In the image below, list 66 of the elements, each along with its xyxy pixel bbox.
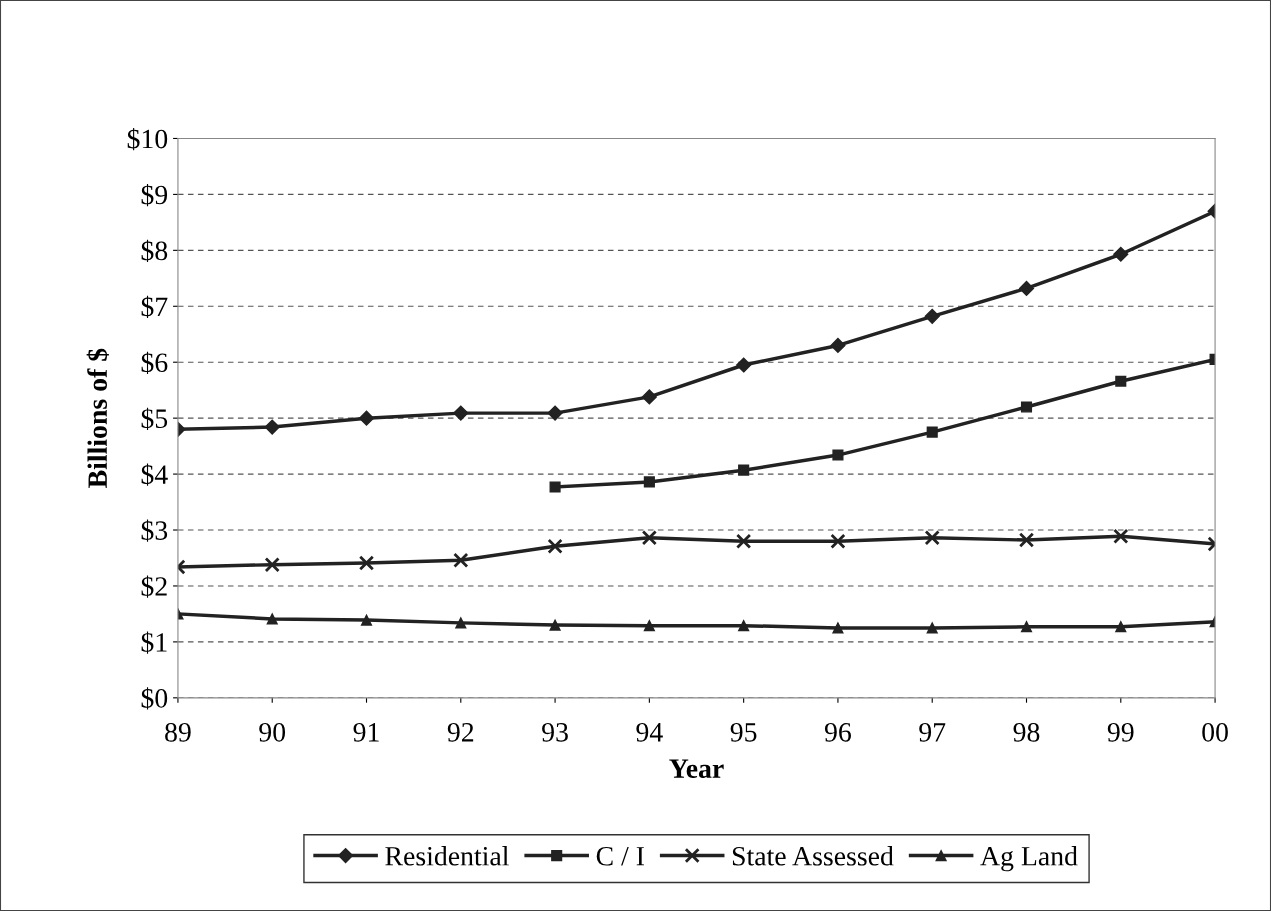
- point: [547, 538, 563, 554]
- point: [1115, 375, 1127, 387]
- legend-label: Residential: [385, 846, 509, 866]
- x-tick-label: 97: [919, 723, 946, 742]
- point: [264, 557, 280, 573]
- y-tick-label: $1: [141, 631, 167, 654]
- point: [736, 533, 752, 549]
- point: [1020, 401, 1033, 413]
- x-tick-label: 99: [1107, 723, 1134, 742]
- legend-label: Ag Land: [980, 846, 1078, 872]
- point: [1113, 528, 1129, 544]
- x-tick-label: 98: [1013, 722, 1040, 742]
- y-tick-label: $3: [141, 519, 168, 542]
- point: [830, 337, 846, 354]
- x-tick-label: 93: [542, 723, 568, 742]
- point: [926, 426, 938, 438]
- point: [832, 622, 844, 634]
- point: [641, 389, 657, 405]
- point: [453, 405, 469, 421]
- y-tick-label: $9: [141, 183, 168, 207]
- y-tick-label: $8: [141, 239, 168, 263]
- x-tick-label: 91: [353, 723, 379, 742]
- point: [643, 476, 655, 488]
- x-tick-label: 00: [1202, 722, 1228, 742]
- point: [358, 555, 375, 571]
- point: [1020, 621, 1033, 633]
- point: [738, 620, 750, 632]
- point: [924, 308, 940, 324]
- point: [358, 410, 375, 426]
- point: [547, 405, 563, 421]
- point: [736, 357, 752, 373]
- x-tick-label: 94: [636, 723, 663, 742]
- point: [266, 613, 278, 625]
- x-axis-title: Year: [669, 759, 724, 778]
- point: [643, 620, 655, 632]
- point: [455, 617, 467, 629]
- point: [926, 622, 938, 634]
- x-tick-label: 89: [165, 722, 191, 742]
- point: [549, 619, 561, 631]
- point: [360, 614, 373, 626]
- x-tick-label: 96: [824, 723, 851, 742]
- legend-label: State Assessed: [732, 846, 894, 866]
- point: [1113, 246, 1129, 262]
- y-tick-label: $2: [141, 575, 167, 598]
- x-tick-label: 95: [730, 723, 757, 742]
- point: [738, 464, 750, 476]
- point: [924, 530, 940, 546]
- x-tick-label: 92: [447, 723, 474, 742]
- y-tick-label: $10: [127, 128, 168, 151]
- point: [1115, 621, 1127, 633]
- point: [641, 530, 658, 546]
- y-tick-label: $0: [141, 687, 168, 710]
- x-tick-label: 90: [259, 722, 286, 742]
- y-tick-label: $7: [141, 295, 168, 319]
- point: [264, 419, 280, 435]
- y-tick-label: $5: [141, 407, 168, 430]
- point: [1018, 532, 1035, 548]
- y-tick-label: $4: [141, 463, 168, 486]
- y-tick-label: $6: [141, 351, 168, 374]
- point: [1018, 280, 1035, 296]
- point: [453, 552, 469, 568]
- legend-label: C / I: [596, 846, 644, 866]
- y-axis-title: Billions of $: [86, 348, 109, 488]
- point: [549, 481, 561, 493]
- point: [830, 533, 846, 549]
- point: [832, 449, 844, 461]
